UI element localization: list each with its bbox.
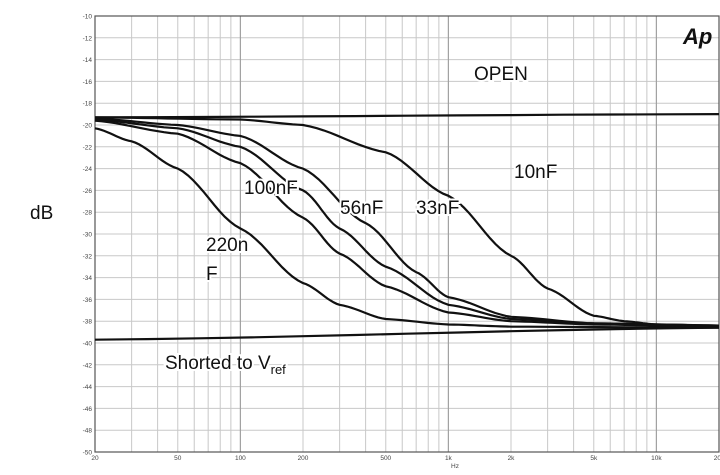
- y-tick-label: -24: [83, 166, 93, 173]
- ap-logo: Ap: [682, 24, 712, 49]
- y-tick-label: -20: [83, 123, 93, 130]
- y-tick-label: -38: [83, 319, 93, 326]
- x-tick-label: 50: [174, 455, 182, 462]
- y-tick-label: -18: [83, 101, 93, 108]
- annotation-56nf: 56nF: [340, 198, 383, 219]
- x-axis-label: Hz: [451, 463, 459, 470]
- x-tick-label: 10k: [651, 455, 662, 462]
- y-tick-label: -46: [83, 406, 93, 413]
- series-line-10nf: [94, 116, 720, 327]
- y-tick-label: -12: [83, 35, 93, 42]
- y-tick-label: -40: [83, 341, 93, 348]
- x-tick-label: 500: [380, 455, 391, 462]
- y-tick-label: -42: [83, 362, 93, 369]
- annotation-subscript: ref: [271, 362, 287, 377]
- x-tick-label: 200: [298, 455, 309, 462]
- x-tick-label: 20: [91, 455, 99, 462]
- y-tick-label: -30: [83, 232, 93, 239]
- series-line-shorted-to-v-ref: [94, 326, 720, 341]
- y-tick-label: -26: [83, 188, 93, 195]
- series-line-220n-f: [94, 127, 719, 329]
- y-axis-label: dB: [30, 203, 53, 224]
- x-tick-label: 1k: [445, 455, 453, 462]
- y-tick-label: -14: [83, 57, 93, 64]
- annotation-shorted-to-v: Shorted to Vref: [165, 353, 286, 377]
- annotation-33nf: 33nF: [416, 198, 459, 219]
- annotation-f: F: [206, 264, 218, 285]
- y-tick-label: -16: [83, 79, 93, 86]
- annotation-10nf: 10nF: [514, 162, 557, 183]
- x-tick-label: 5k: [590, 455, 598, 462]
- annotation-220n: 220n: [206, 235, 248, 256]
- y-tick-label: -32: [83, 253, 93, 260]
- annotation-100nf: 100nF: [244, 178, 298, 199]
- series-line-100nf: [94, 119, 720, 328]
- annotation-open: OPEN: [474, 64, 528, 85]
- x-tick-label: 2k: [508, 455, 516, 462]
- y-tick-label: -28: [83, 210, 93, 217]
- y-tick-label: -22: [83, 144, 93, 151]
- series-line-open: [94, 113, 720, 119]
- y-tick-label: -36: [83, 297, 93, 304]
- y-tick-label: -44: [83, 384, 93, 391]
- y-tick-label: -10: [83, 14, 93, 21]
- x-tick-label: 100: [235, 455, 246, 462]
- x-tick-label: 20k: [714, 455, 720, 462]
- y-tick-label: -48: [83, 428, 93, 435]
- series-line-56nf: [94, 118, 720, 327]
- y-tick-label: -34: [83, 275, 93, 282]
- plot-frame: [94, 15, 720, 453]
- y-tick-label: -50: [83, 450, 93, 457]
